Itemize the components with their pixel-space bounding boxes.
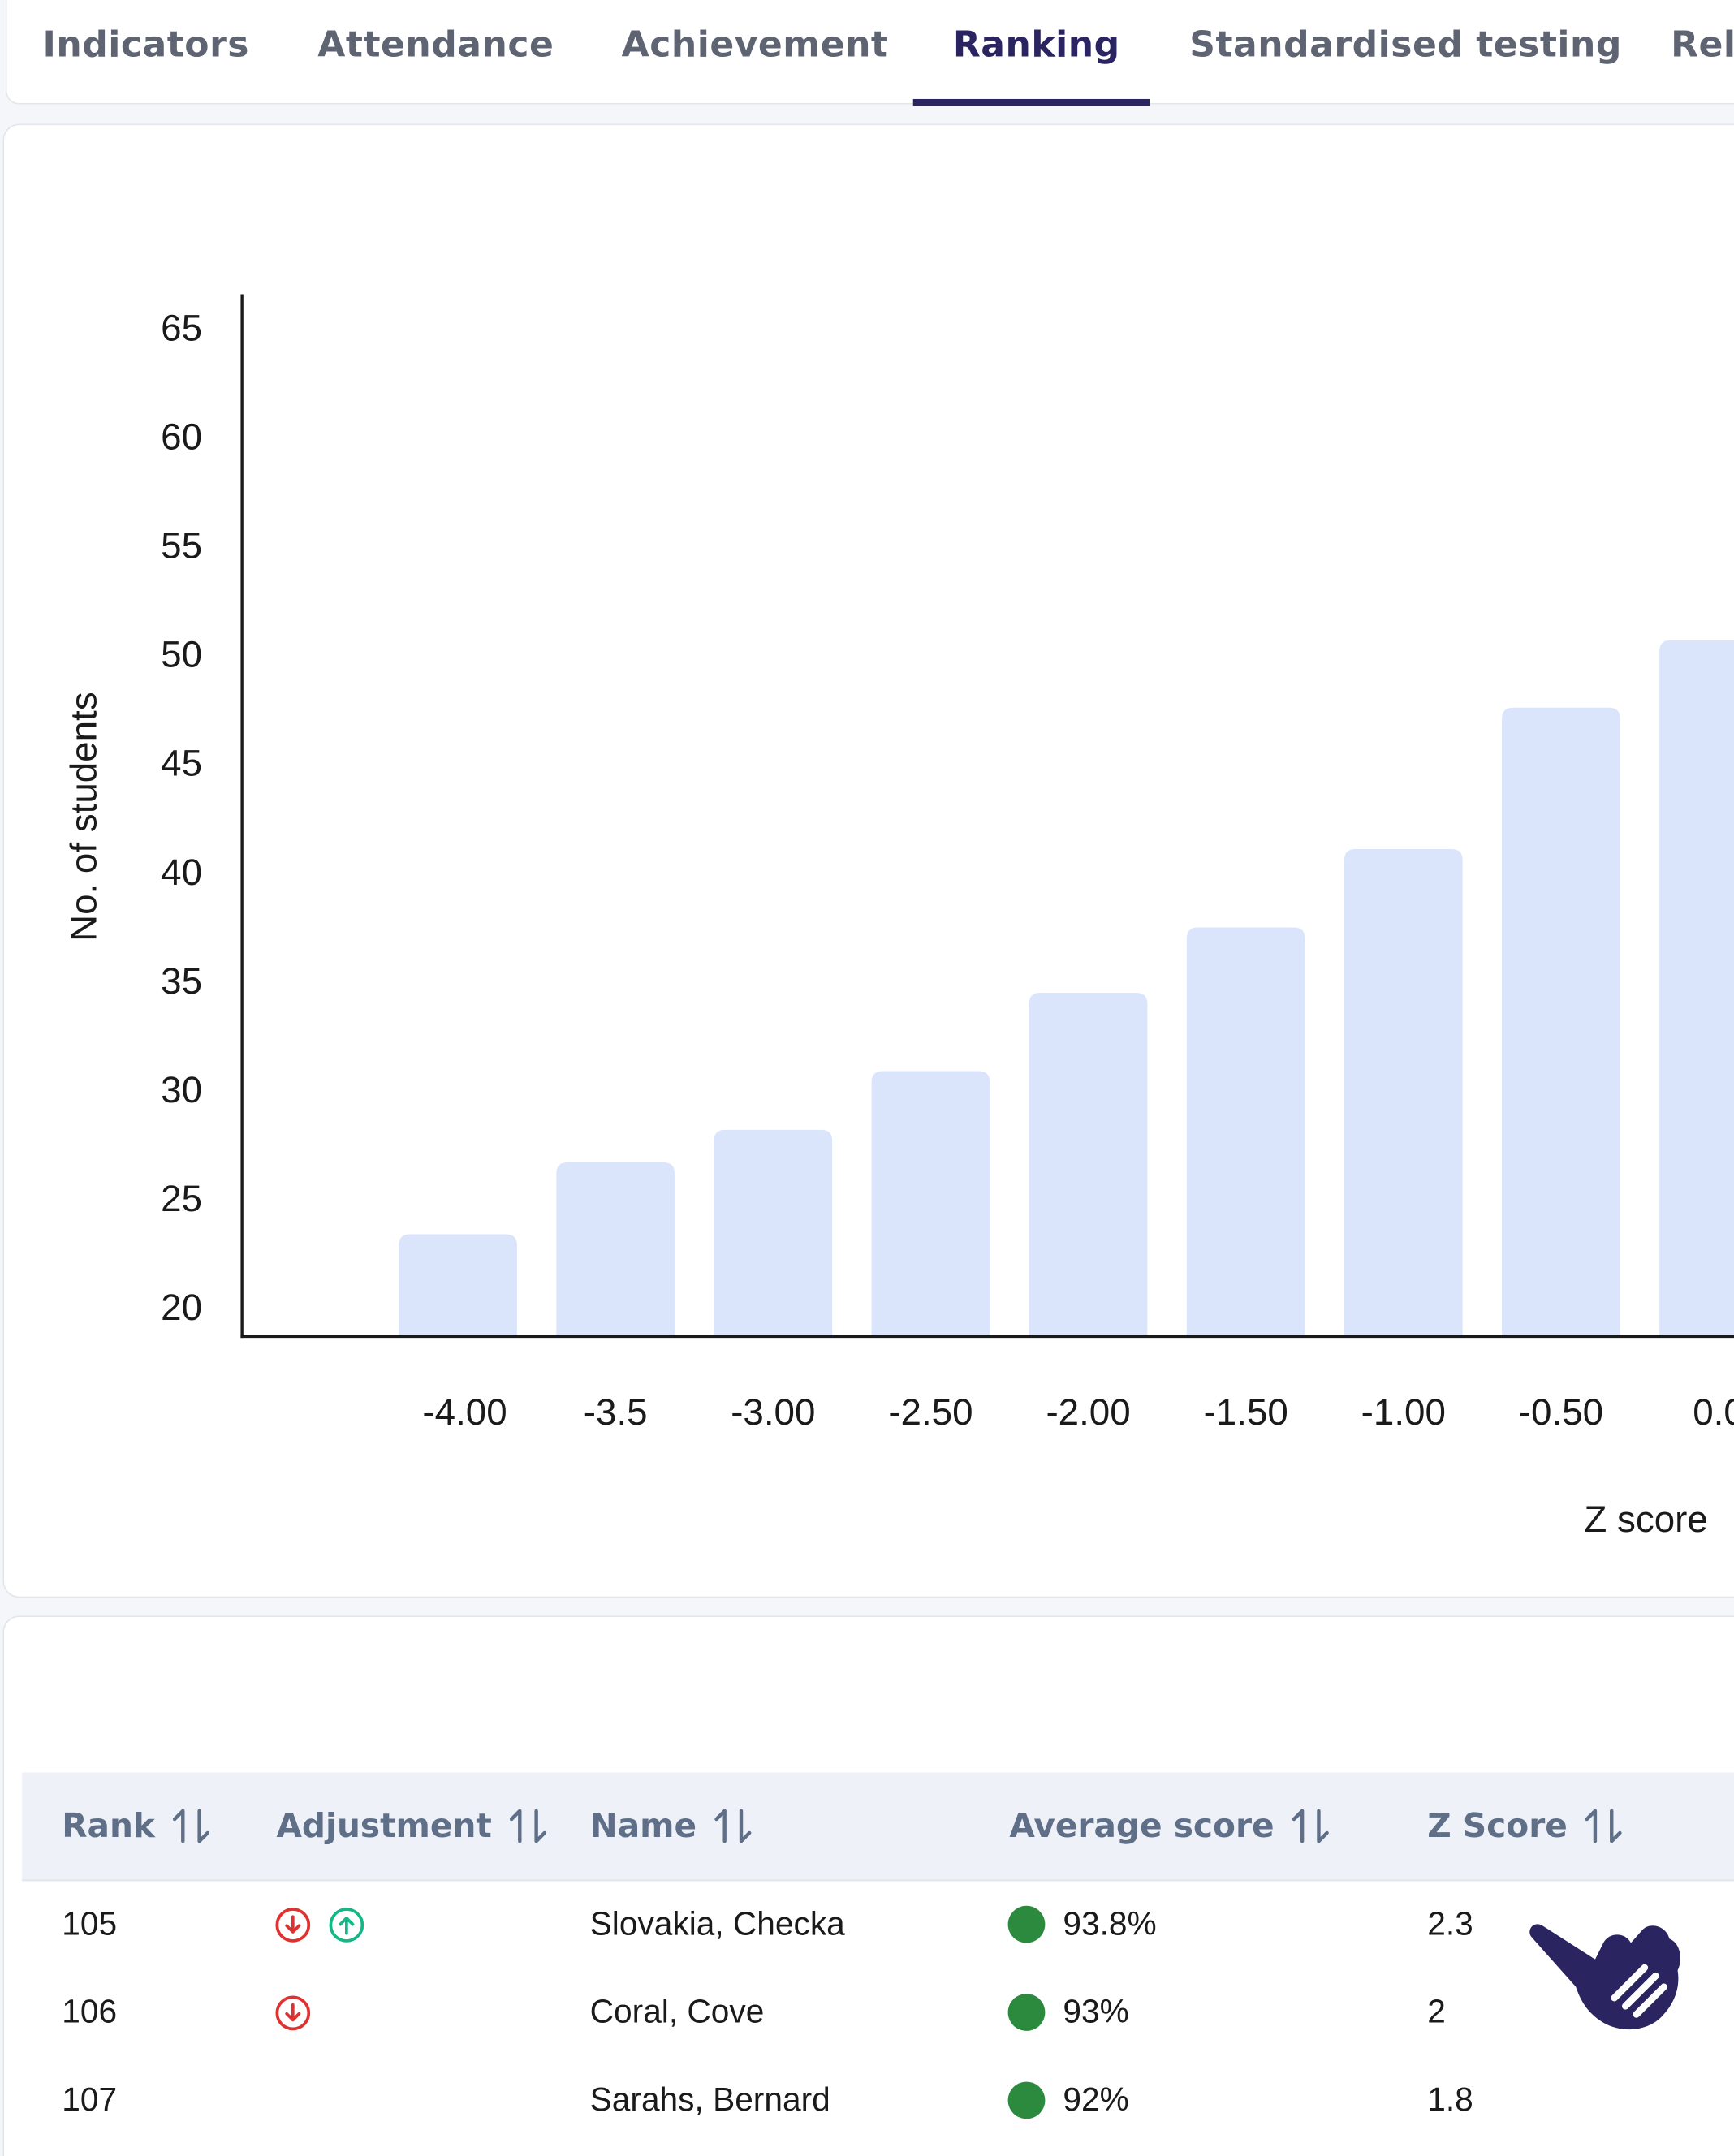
header-adjustment[interactable]: Adjustment — [276, 1807, 546, 1845]
bar — [1186, 927, 1305, 1337]
header-average-score-label: Average score — [1009, 1806, 1275, 1846]
bar — [871, 1071, 990, 1337]
header-average-score[interactable]: Average score — [1009, 1807, 1329, 1845]
y-tick-label: 65 — [161, 308, 202, 349]
cell-z-score: 2.3 — [1427, 1905, 1473, 1943]
y-tick-label: 25 — [161, 1178, 202, 1219]
y-tick-label: 30 — [161, 1069, 202, 1110]
sort-icon[interactable] — [508, 1807, 546, 1845]
y-tick-label: 60 — [161, 416, 202, 458]
x-tick-label: -1.50 — [1204, 1391, 1288, 1433]
x-tick-label: -2.00 — [1046, 1391, 1130, 1433]
header-adjustment-label: Adjustment — [276, 1806, 492, 1846]
tab-standardised-testing[interactable]: Standardised testing — [1189, 24, 1622, 67]
bar — [556, 1162, 675, 1337]
bar — [399, 1234, 517, 1337]
cell-rank: 106 — [62, 1994, 118, 2031]
y-axis-title: No. of students — [63, 692, 105, 942]
down-arrow-icon — [275, 1908, 311, 1943]
bar — [1502, 707, 1620, 1337]
cell-average-score: 93% — [1063, 1994, 1129, 2031]
cell-name[interactable]: Coral, Cove — [589, 1994, 765, 2031]
table-header — [22, 1772, 1734, 1882]
x-tick-label: -0.50 — [1519, 1391, 1603, 1433]
table-card — [2, 1615, 1734, 2156]
x-tick-label: -4.00 — [422, 1391, 507, 1433]
y-tick-label: 20 — [161, 1287, 202, 1328]
sort-icon[interactable] — [1584, 1807, 1622, 1845]
cell-name[interactable]: Slovakia, Checka — [589, 1905, 845, 1943]
bar — [714, 1129, 833, 1337]
active-tab-indicator — [912, 98, 1150, 106]
sort-icon[interactable] — [713, 1807, 751, 1845]
down-arrow-icon — [275, 1995, 311, 2031]
y-tick-label: 40 — [161, 852, 202, 893]
header-rank[interactable]: Rank — [62, 1807, 209, 1845]
x-tick-label: -3.00 — [731, 1391, 815, 1433]
y-tick-label: 50 — [161, 634, 202, 675]
x-tick-label: -2.50 — [888, 1391, 973, 1433]
sort-icon[interactable] — [1291, 1807, 1329, 1845]
tab-bar — [5, 0, 1734, 105]
z-score-histogram: 20 25 30 35 40 45 50 55 60 65 -4.00 -3.5 -3.00 -2.50 -… — [63, 294, 1734, 1540]
cell-z-score: 1.8 — [1427, 2081, 1473, 2119]
y-tick-label: 35 — [161, 960, 202, 1002]
header-z-score-label: Z Score — [1427, 1806, 1568, 1846]
x-tick-label: 0.0 — [1693, 1391, 1734, 1433]
status-dot-icon — [1007, 1994, 1046, 2031]
tab-ranking[interactable]: Ranking — [952, 24, 1120, 67]
cell-rank: 105 — [62, 1905, 118, 1943]
up-arrow-icon — [329, 1908, 364, 1943]
header-name-label: Name — [589, 1806, 697, 1846]
status-dot-icon — [1007, 2081, 1046, 2119]
bar — [1344, 849, 1463, 1337]
cell-rank: 107 — [62, 2081, 118, 2119]
sort-icon[interactable] — [171, 1807, 209, 1845]
cell-z-score: 2 — [1427, 1994, 1446, 2031]
y-tick-label: 55 — [161, 525, 202, 567]
header-name[interactable]: Name — [590, 1807, 752, 1845]
tab-indicators[interactable]: Indicators — [42, 24, 250, 67]
tab-attendance[interactable]: Attendance — [317, 24, 554, 67]
tab-rela[interactable]: Rela — [1671, 24, 1734, 67]
cell-average-score: 92% — [1063, 2081, 1129, 2119]
status-dot-icon — [1007, 1905, 1046, 1943]
y-tick-label: 45 — [161, 743, 202, 784]
x-tick-label: -3.5 — [584, 1391, 648, 1433]
header-rank-label: Rank — [62, 1806, 155, 1846]
cell-name[interactable]: Sarahs, Bernard — [589, 2081, 830, 2119]
x-axis-title: Z score — [1584, 1498, 1707, 1540]
x-tick-label: -1.00 — [1361, 1391, 1446, 1433]
bar — [1029, 992, 1148, 1337]
bar — [1659, 640, 1734, 1337]
tab-achievement[interactable]: Achievement — [621, 24, 889, 67]
header-z-score[interactable]: Z Score — [1427, 1807, 1622, 1845]
cell-average-score: 93.8% — [1063, 1905, 1157, 1943]
hand-pointer-icon — [1529, 1924, 1680, 2030]
